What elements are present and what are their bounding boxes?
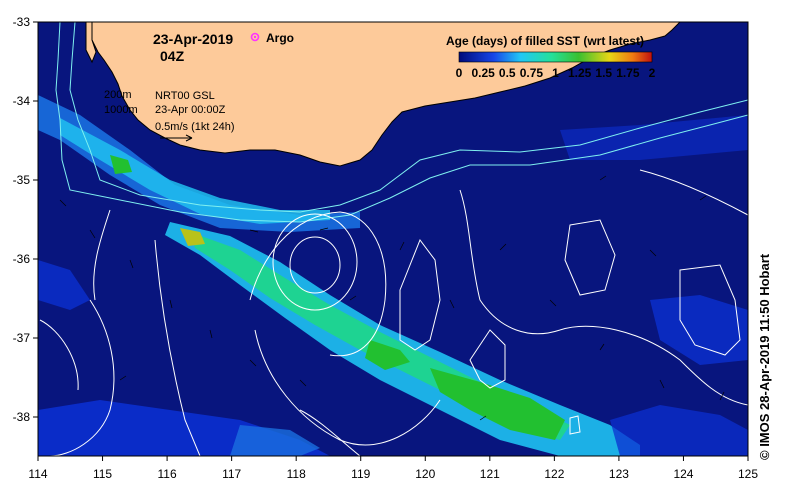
x-tick-label: 118 [287, 467, 306, 481]
sst-patch-green-3 [110, 155, 132, 174]
imos-credit: © IMOS 28-Apr-2019 11:50 Hobart [757, 254, 787, 480]
x-tick-label: 117 [222, 467, 241, 481]
sst-shelf-band [60, 118, 330, 224]
vector-scale-arrow-icon [160, 134, 193, 142]
isobath-200m-label: 200m [104, 89, 132, 101]
sst-western-patch [38, 260, 90, 310]
y-tick-label: -33 [13, 15, 31, 29]
argo-icon [250, 32, 260, 42]
x-tick-label: 125 [738, 467, 758, 481]
x-tick-label: 114 [28, 467, 47, 481]
sst-eastern-patch [650, 295, 748, 365]
sst-northeast-patch [560, 115, 748, 160]
argo-label: Argo [266, 31, 294, 45]
colorbar-tick-label: 0 [456, 66, 463, 80]
colorbar-tick-label: 1.5 [595, 66, 612, 80]
y-tick-label: -35 [13, 173, 31, 187]
sea-level-contours [39, 169, 748, 456]
colorbar-labels: 0 0.25 0.5 0.75 1 1.25 1.5 1.75 2 [456, 66, 656, 80]
land-southwest-cape [85, 22, 97, 64]
x-tick-label: 121 [480, 467, 500, 481]
y-tick-label: -37 [13, 331, 31, 345]
y-tick-label: -38 [13, 410, 31, 424]
x-axis: 114 115 116 117 118 119 120 121 122 123 124 125 [28, 456, 758, 481]
colorbar-tick-label: 0.25 [471, 66, 495, 80]
isobath-1000m [55, 22, 748, 223]
colorbar-tick-label: 1.75 [616, 66, 640, 80]
y-axis: -33 -34 -35 -36 -37 -38 [13, 15, 38, 424]
sst-eastern-patch-2 [610, 405, 748, 456]
isobath-200m [69, 22, 748, 213]
x-tick-label: 116 [158, 467, 177, 481]
x-tick-label: 123 [609, 467, 629, 481]
product-label: NRT00 GSL [155, 90, 215, 102]
colorbar-tick-label: 0.5 [499, 66, 516, 80]
sst-southern-patch-2 [230, 425, 320, 456]
vector-scale-label: 0.5m/s (1kt 24h) [155, 121, 234, 133]
sst-patch-yellow [180, 228, 205, 246]
sst-front-patch-green [430, 368, 565, 440]
analysis-time-label: 23-Apr 00:00Z [155, 104, 226, 116]
colorbar [458, 51, 653, 63]
y-tick-label: -36 [13, 252, 31, 266]
x-tick-label: 119 [351, 467, 370, 481]
x-tick-label: 124 [673, 467, 693, 481]
sst-patch-green-2 [365, 340, 410, 370]
isobath-1000m-label: 1000m [104, 104, 138, 116]
colorbar-tick-label: 0.75 [520, 66, 544, 80]
legend-title: Age (days) of filled SST (wrt latest) [446, 34, 644, 48]
current-vectors [59, 175, 725, 421]
y-tick-label: -34 [13, 94, 31, 108]
map-time: 04Z [160, 48, 185, 64]
x-tick-label: 115 [93, 467, 112, 481]
colorbar-tick-label: 1.25 [568, 66, 592, 80]
x-tick-label: 120 [415, 467, 435, 481]
imos-credit-text: © IMOS 28-Apr-2019 11:50 Hobart [757, 253, 772, 460]
x-tick-label: 122 [544, 467, 564, 481]
plot-frame [37, 21, 749, 457]
colorbar-tick-label: 2 [649, 66, 656, 80]
map-date: 23-Apr-2019 [153, 31, 233, 47]
colorbar-tick-label: 1 [552, 66, 559, 80]
